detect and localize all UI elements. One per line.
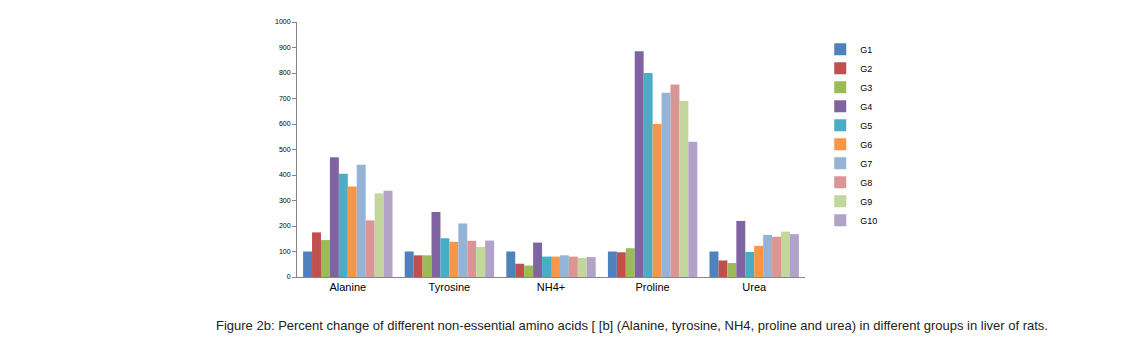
svg-text:NH4+: NH4+ <box>537 281 565 293</box>
svg-text:G2: G2 <box>860 64 872 74</box>
svg-text:500: 500 <box>279 146 291 153</box>
svg-text:Tyrosine: Tyrosine <box>429 281 471 293</box>
svg-text:100: 100 <box>279 248 291 255</box>
svg-text:400: 400 <box>279 171 291 178</box>
svg-text:700: 700 <box>279 95 291 102</box>
svg-text:G6: G6 <box>860 140 872 150</box>
svg-text:G3: G3 <box>860 83 872 93</box>
svg-text:G4: G4 <box>860 102 872 112</box>
svg-text:G9: G9 <box>860 197 872 207</box>
svg-text:1000: 1000 <box>275 18 291 25</box>
svg-text:Figure 2b: Percent change of d: Figure 2b: Percent change of different n… <box>216 318 1048 333</box>
svg-text:G10: G10 <box>860 216 877 226</box>
svg-text:G1: G1 <box>860 45 872 55</box>
svg-text:Alanine: Alanine <box>329 281 366 293</box>
svg-text:300: 300 <box>279 197 291 204</box>
svg-text:200: 200 <box>279 222 291 229</box>
svg-text:G8: G8 <box>860 178 872 188</box>
svg-text:Proline: Proline <box>635 281 669 293</box>
svg-text:G7: G7 <box>860 159 872 169</box>
svg-text:600: 600 <box>279 120 291 127</box>
svg-text:0: 0 <box>287 273 291 280</box>
svg-text:900: 900 <box>279 44 291 51</box>
svg-text:G5: G5 <box>860 121 872 131</box>
svg-text:800: 800 <box>279 69 291 76</box>
svg-text:Urea: Urea <box>742 281 767 293</box>
